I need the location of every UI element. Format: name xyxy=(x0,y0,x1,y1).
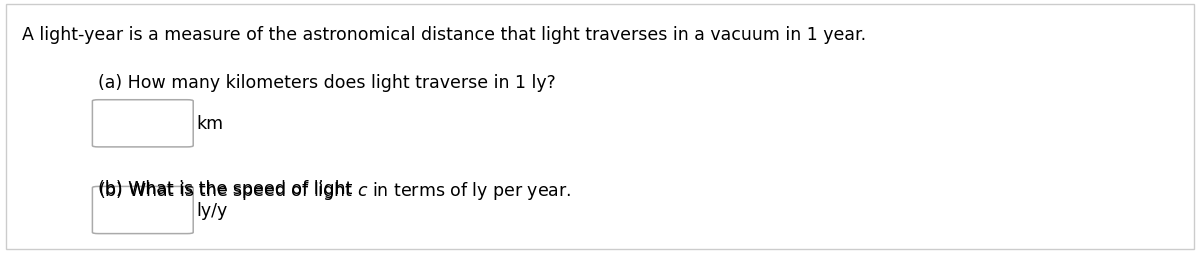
Text: (b) What is the speed of light: (b) What is the speed of light xyxy=(98,179,359,197)
Text: A light-year is a measure of the astronomical distance that light traverses in a: A light-year is a measure of the astrono… xyxy=(22,25,865,43)
Text: (b) What is the speed of light $\it{c}$ in terms of ly per year.: (b) What is the speed of light $\it{c}$ … xyxy=(98,179,571,201)
FancyBboxPatch shape xyxy=(92,100,193,147)
FancyBboxPatch shape xyxy=(92,187,193,234)
Text: ly/y: ly/y xyxy=(197,201,228,219)
Text: (a) How many kilometers does light traverse in 1 ly?: (a) How many kilometers does light trave… xyxy=(98,74,556,92)
Text: km: km xyxy=(197,115,224,133)
